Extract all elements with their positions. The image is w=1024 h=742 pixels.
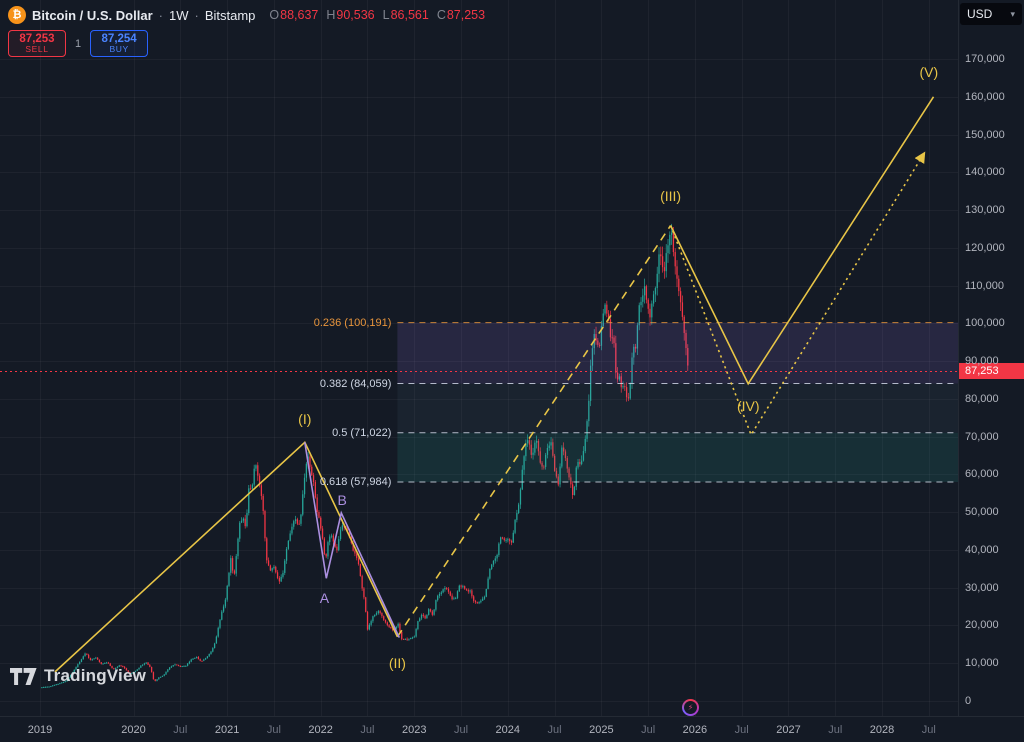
time-tick: Jul [360,724,375,736]
price-tick: 30,000 [965,581,999,594]
buy-button[interactable]: 87,254 BUY [90,30,149,57]
chart-pane[interactable]: 0.236 (100,191) 0.382 (84,059) 0.5 (71,022… [0,0,958,716]
price-tick: 70,000 [965,430,999,443]
wave-label-III[interactable]: (III) [660,187,682,204]
fib-level-label[interactable]: 0.236 (100,191) [313,316,392,329]
time-tick: Jul [828,724,843,736]
sell-button[interactable]: 87,253 SELL [8,30,66,57]
time-tick: 2020 [121,724,146,736]
price-tick: 170,000 [965,53,1005,65]
ohlc-h: H90,536 [326,8,375,22]
wave-label-IV[interactable]: (IV) [736,397,760,414]
price-tick: 0 [965,695,972,707]
time-tick: 2024 [495,724,521,736]
time-tick: 2027 [776,724,801,736]
buy-label: BUY [109,44,129,55]
time-tick: 2025 [589,724,614,736]
time-tick: 2022 [308,724,333,736]
time-axis[interactable]: 2019 2020 Jul 2021 Jul 2022 Jul 2023 Jul 2024 Jul 2… [0,716,1024,742]
time-tick: 2028 [869,724,895,736]
wave-line-projection-III-IV-V[interactable] [669,96,935,386]
price-tick: 140,000 [965,166,1005,179]
time-tick: 2023 [401,724,427,736]
trade-panel: 87,253 SELL 1 87,254 BUY [8,30,149,57]
fib-level-label[interactable]: 0.382 (84,059) [319,377,392,390]
separator-dot: · [158,7,163,23]
price-tick: 60,000 [965,468,999,481]
sell-price: 87,253 [19,32,55,45]
lightning-bolt-icon: ⚡ [684,701,697,714]
last-price-label: 87,253 [959,363,1024,380]
candlestick-chart[interactable] [0,0,958,716]
fib-level-label[interactable]: 0.618 (57,984) [319,476,392,489]
time-tick: Jul [734,724,749,736]
price-tick: 110,000 [965,279,1004,292]
wave-line-wave-II-to-III[interactable] [396,225,672,638]
spark-icon[interactable]: ⚡ [682,699,699,716]
price-axis[interactable]: 87,253 170,000 160,000 150,000 140,000 130,0… [958,0,1024,716]
price-tick: 150,000 [965,128,1005,141]
chevron-down-icon: ▾ [1010,8,1015,19]
price-tick: 50,000 [965,506,999,519]
tradingview-mark-icon [10,667,37,685]
wave-label-V[interactable]: (V) [919,64,939,81]
time-tick: Jul [266,724,281,736]
ohlc-readout: O88,637 H90,536 L86,561 C87,253 [269,8,485,22]
price-tick: 130,000 [965,204,1005,217]
price-tick: 40,000 [965,543,999,556]
wave-label-B[interactable]: B [337,492,347,509]
price-tick: 100,000 [965,317,1005,330]
symbol-title[interactable]: Bitcoin / U.S. Dollar [32,7,153,23]
wave-label-I[interactable]: (I) [298,410,312,427]
time-tick: Jul [453,724,469,736]
wave-line-correction-A-B[interactable] [304,442,401,638]
time-tick: 2021 [214,724,240,736]
tradingview-logo[interactable]: TradingView [10,666,146,686]
time-tick: Jul [547,724,562,736]
ohlc-o: O88,637 [269,8,319,22]
separator-dot: · [194,7,199,23]
price-tick: 20,000 [965,619,999,632]
time-tick: Jul [173,724,188,736]
price-tick: 120,000 [965,241,1005,254]
quantity-field[interactable]: 1 [75,37,82,50]
price-tick: 90,000 [965,355,999,368]
sell-label: SELL [25,44,49,55]
currency-selector[interactable]: USD ▾ [960,3,1022,25]
chart-labels-layer: 0.236 (100,191) 0.382 (84,059) 0.5 (71,022… [298,64,939,672]
ohlc-l: L86,561 [382,8,429,22]
bitcoin-icon: ₿ [8,6,26,24]
buy-price: 87,254 [101,32,137,45]
interval-label[interactable]: 1W [168,7,189,23]
currency-label: USD [967,7,993,21]
price-tick: 160,000 [965,90,1005,103]
time-tick: 2019 [27,724,53,736]
exchange-label[interactable]: Bitstamp [204,7,256,23]
wave-label-A[interactable]: A [319,589,330,606]
time-tick: 2026 [682,724,708,736]
time-tick: Jul [641,724,656,736]
price-tick: 10,000 [965,657,999,670]
fib-level-label[interactable]: 0.5 (71,022) [332,426,392,439]
price-tick: 80,000 [965,392,999,405]
tradingview-wordmark: TradingView [44,666,147,685]
symbol-toolbar: ₿ Bitcoin / U.S. Dollar · 1W · Bitstamp … [8,6,485,24]
time-tick: Jul [921,724,936,736]
wave-label-II[interactable]: (II) [388,655,406,672]
ohlc-c: C87,253 [436,8,486,22]
